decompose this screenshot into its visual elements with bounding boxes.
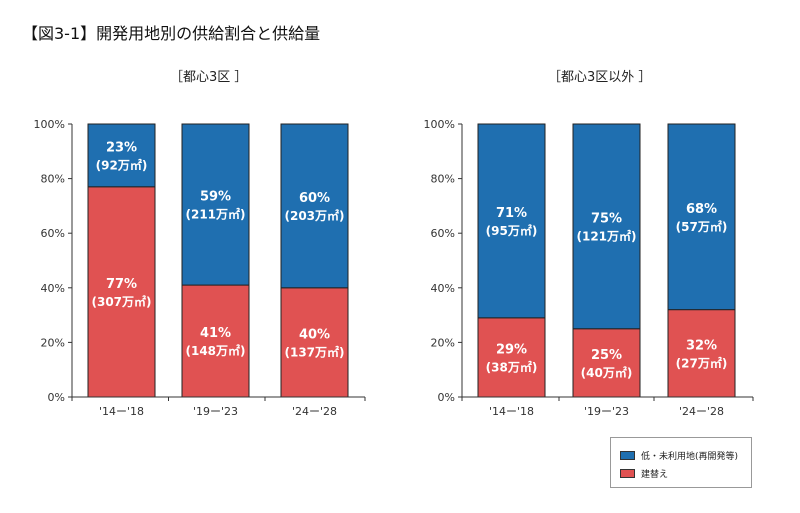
y-tick-label: 60% [41, 227, 65, 240]
bar-segment [667, 123, 736, 311]
bar-segment [572, 123, 641, 330]
data-label: 25% [591, 348, 622, 363]
legend-item-vacant: 低・未利用地(再開発等) [620, 449, 738, 462]
y-tick-label: 20% [431, 336, 455, 349]
legend-label: 建替え [641, 470, 669, 480]
data-sublabel: (27万㎡) [676, 355, 728, 370]
y-tick-label: 40% [41, 282, 65, 295]
data-sublabel: (203万㎡) [284, 208, 344, 223]
bar-segment [181, 284, 250, 398]
data-label: 68% [686, 202, 717, 217]
data-label: 77% [106, 277, 137, 292]
chart-title-other: ［都心3区以外 ］ [548, 70, 652, 85]
bar-segment [477, 317, 546, 398]
legend-swatch-red [620, 469, 635, 478]
data-label: 41% [200, 326, 231, 341]
legend-item-rebuild: 建替え [620, 467, 668, 480]
y-tick-label: 80% [431, 173, 455, 186]
data-label: 71% [496, 206, 527, 221]
bar-segment [280, 287, 349, 398]
y-tick-label: 0% [438, 391, 455, 404]
data-label: 23% [106, 140, 137, 155]
data-sublabel: (57万㎡) [676, 219, 728, 234]
data-sublabel: (148万㎡) [185, 343, 245, 358]
data-label: 32% [686, 338, 717, 353]
x-tick-label: '24ー'28 [292, 405, 337, 418]
y-tick-label: 80% [41, 173, 65, 186]
data-label: 60% [299, 191, 330, 206]
legend-label: 低・未利用地(再開発等) [641, 452, 739, 462]
x-tick-label: '14ー'18 [99, 405, 144, 418]
x-tick-label: '19ー'23 [584, 405, 629, 418]
x-tick-label: '14ー'18 [489, 405, 534, 418]
bar-segment [667, 309, 736, 398]
bar-segment [87, 186, 156, 398]
bar-segment [572, 328, 641, 398]
figure-title: 【図3-1】開発用地別の供給割合と供給量 [22, 24, 321, 43]
x-tick-label: '19ー'23 [193, 405, 238, 418]
y-tick-label: 100% [34, 118, 65, 131]
data-sublabel: (95万㎡) [486, 223, 538, 238]
data-sublabel: (92万㎡) [96, 157, 148, 172]
bar-segment [181, 123, 250, 286]
data-sublabel: (137万㎡) [284, 344, 344, 359]
data-label: 40% [299, 327, 330, 342]
data-label: 75% [591, 211, 622, 226]
legend-swatch-blue [620, 451, 635, 460]
bar-segment [87, 123, 156, 188]
data-sublabel: (38万㎡) [486, 359, 538, 374]
y-tick-label: 100% [424, 118, 455, 131]
data-sublabel: (40万㎡) [581, 365, 633, 380]
bar-segment [477, 123, 546, 319]
data-label: 59% [200, 190, 231, 205]
data-label: 29% [496, 342, 527, 357]
data-sublabel: (211万㎡) [185, 207, 245, 222]
y-tick-label: 20% [41, 336, 65, 349]
bar-segment [280, 123, 349, 289]
x-tick-label: '24ー'28 [679, 405, 724, 418]
data-sublabel: (121万㎡) [576, 228, 636, 243]
data-sublabel: (307万㎡) [91, 294, 151, 309]
y-tick-label: 0% [48, 391, 65, 404]
legend: 低・未利用地(再開発等) 建替え [610, 437, 752, 488]
chart-title-central: ［都心3区 ］ [170, 70, 248, 85]
y-tick-label: 40% [431, 282, 455, 295]
y-tick-label: 60% [431, 227, 455, 240]
